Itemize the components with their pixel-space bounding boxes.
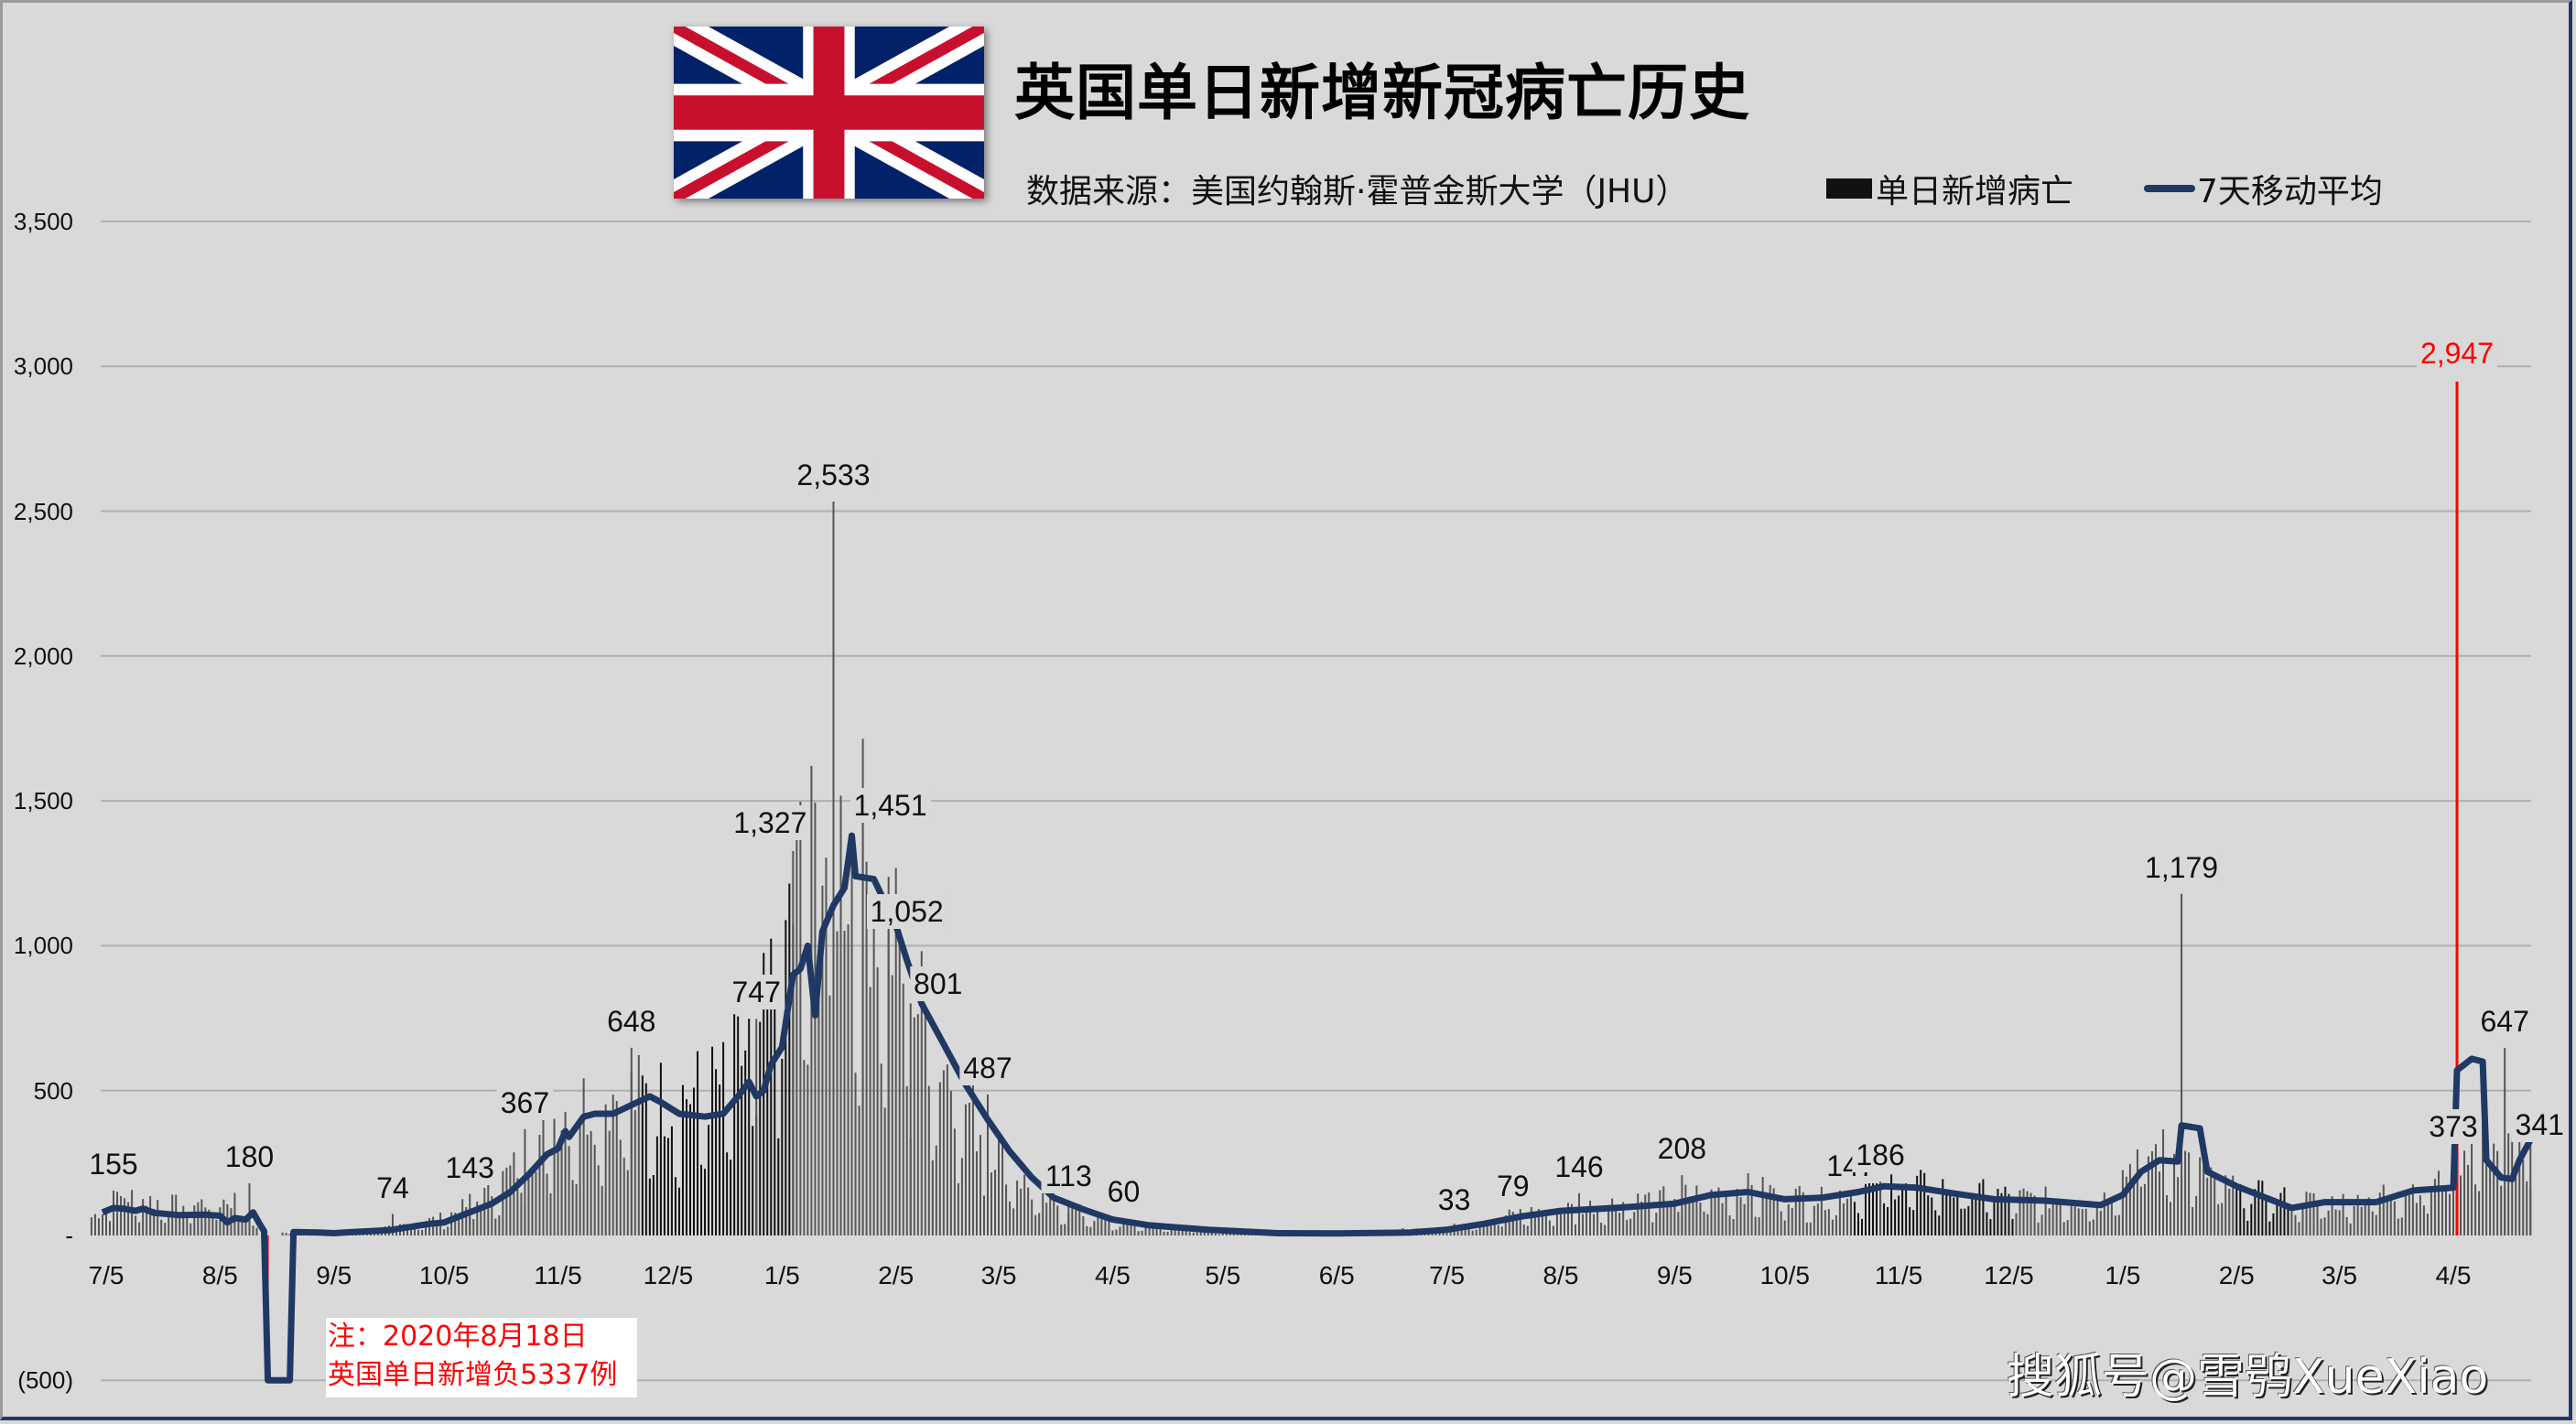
data-source: 数据来源：美国约翰斯·霍普金斯大学（JHU） xyxy=(1026,173,1689,210)
data-label: 648 xyxy=(603,1003,660,1039)
x-tick-label: 3/5 xyxy=(2322,1261,2358,1289)
data-label: 1,179 xyxy=(2141,849,2223,885)
x-tick-label: 5/5 xyxy=(1205,1261,1241,1289)
data-label: 208 xyxy=(1653,1131,1711,1167)
legend-line: 7天移动平均 xyxy=(2144,165,2383,212)
data-label: 1,052 xyxy=(866,893,947,929)
x-tick-label: 11/5 xyxy=(1874,1261,1923,1289)
x-tick-label: 9/5 xyxy=(1656,1261,1693,1289)
x-tick-label: 2/5 xyxy=(2218,1261,2255,1289)
x-tick-label: 8/5 xyxy=(201,1261,238,1289)
y-tick-label: 3,500 xyxy=(13,207,73,235)
data-label: 341 xyxy=(2511,1107,2568,1143)
data-label: 367 xyxy=(496,1084,554,1120)
bar-swatch-icon xyxy=(1826,178,1872,199)
data-label: 373 xyxy=(2425,1108,2482,1144)
legend-line-label: 7天移动平均 xyxy=(2197,173,2383,210)
data-label: 487 xyxy=(959,1050,1016,1085)
legend-bars: 单日新增病亡 xyxy=(1826,165,2073,212)
x-tick-label: 1/5 xyxy=(2105,1261,2141,1289)
uk-flag-icon xyxy=(674,27,984,199)
data-label: 180 xyxy=(221,1139,278,1174)
y-tick-label: (500) xyxy=(17,1366,73,1395)
x-tick-label: 2/5 xyxy=(878,1261,915,1289)
y-tick-label: 1,500 xyxy=(13,787,73,815)
x-tick-label: 10/5 xyxy=(418,1261,470,1289)
annotation-line-1: 注：2020年8月18日 xyxy=(328,1321,588,1353)
x-tick-label: 8/5 xyxy=(1542,1261,1579,1289)
data-label: 2,533 xyxy=(793,458,874,493)
legend-bars-label: 单日新增病亡 xyxy=(1876,173,2074,210)
annotation-line-2: 英国单日新增负5337例 xyxy=(328,1359,618,1391)
moving-average-line xyxy=(101,832,2534,1384)
data-label: 2,947 xyxy=(2416,335,2498,371)
data-label: 146 xyxy=(1551,1149,1607,1184)
data-label: 647 xyxy=(2476,1004,2533,1040)
data-label: 1,451 xyxy=(850,787,931,823)
line-swatch-icon xyxy=(2144,185,2195,192)
y-tick-label: - xyxy=(65,1222,73,1249)
data-label: 74 xyxy=(373,1170,413,1205)
data-label: 33 xyxy=(1434,1181,1475,1217)
y-tick-label: 2,500 xyxy=(13,497,73,525)
x-tick-label: 12/5 xyxy=(643,1261,694,1289)
x-tick-label: 1/5 xyxy=(763,1261,800,1289)
data-label: 186 xyxy=(1852,1138,1909,1173)
x-tick-label: 9/5 xyxy=(316,1261,352,1289)
x-tick-label: 11/5 xyxy=(534,1261,582,1289)
data-label: 155 xyxy=(85,1146,142,1181)
data-label: 79 xyxy=(1492,1168,1533,1203)
y-tick-label: 3,000 xyxy=(13,352,73,381)
data-label: 801 xyxy=(910,966,967,1002)
data-label: 747 xyxy=(728,975,785,1010)
y-tick-label: 2,000 xyxy=(13,642,73,670)
data-label: 1,327 xyxy=(730,804,811,840)
y-tick-label: 500 xyxy=(33,1076,73,1105)
x-tick-label: 10/5 xyxy=(1759,1261,1810,1289)
x-tick-label: 4/5 xyxy=(2435,1261,2472,1289)
data-label: 113 xyxy=(1041,1159,1096,1194)
x-tick-label: 7/5 xyxy=(88,1261,124,1289)
x-tick-label: 4/5 xyxy=(1094,1261,1131,1289)
annotation-note: 注：2020年8月18日 英国单日新增负5337例 xyxy=(326,1318,637,1397)
y-tick-label: 1,000 xyxy=(13,932,73,960)
x-tick-label: 7/5 xyxy=(1429,1261,1466,1289)
data-label: 143 xyxy=(441,1149,498,1185)
x-tick-label: 12/5 xyxy=(1984,1261,2034,1289)
x-tick-label: 6/5 xyxy=(1318,1261,1355,1289)
chart-title: 英国单日新增新冠病亡历史 xyxy=(1014,58,1750,128)
data-label: 60 xyxy=(1103,1174,1144,1209)
x-tick-label: 3/5 xyxy=(980,1261,1017,1289)
watermark: 搜狐号@雪鸮XueXiao xyxy=(2007,1350,2489,1405)
